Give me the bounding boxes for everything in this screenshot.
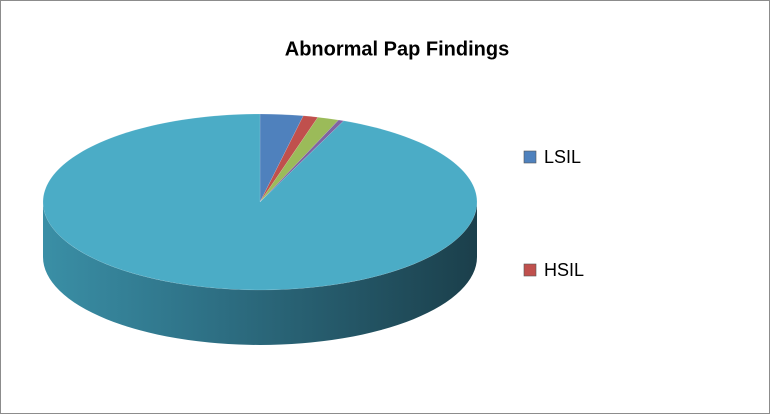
legend-label: HSIL — [544, 260, 584, 280]
pie-slice — [259, 116, 340, 203]
pie-side — [43, 202, 477, 345]
chart-title: Abnormal Pap Findings — [285, 38, 509, 60]
legend-swatch — [523, 150, 537, 164]
pie-slice — [259, 119, 345, 203]
legend-swatch — [523, 263, 537, 277]
pie-slice — [259, 115, 319, 203]
pie-slice — [42, 113, 478, 291]
legend-label: LSIL — [544, 147, 581, 167]
pie-slice — [259, 113, 304, 203]
